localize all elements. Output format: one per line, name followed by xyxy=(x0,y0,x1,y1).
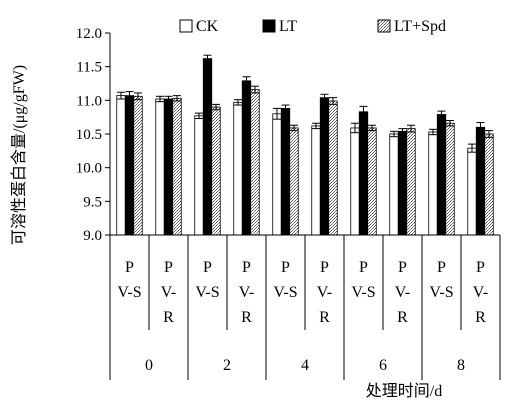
category-label: V- xyxy=(239,284,254,301)
category-label: R xyxy=(475,309,486,326)
bar-lt xyxy=(124,95,135,236)
category-label: P xyxy=(359,259,368,276)
category-label: R xyxy=(163,309,174,326)
y-axis-title: 可溶性蛋白含量/(μg/gFW) xyxy=(10,65,28,245)
bar-ltspd xyxy=(289,127,299,236)
category-label: V- xyxy=(161,284,176,301)
bar-ck xyxy=(272,113,282,236)
legend-label: LT xyxy=(279,18,297,35)
bar-ltspd xyxy=(484,133,494,236)
bar-ltspd xyxy=(406,128,416,236)
bar-ck xyxy=(194,115,204,236)
group-label: 2 xyxy=(223,357,231,374)
bar-lt xyxy=(475,126,486,236)
group-label: 0 xyxy=(145,357,153,374)
category-label: P xyxy=(476,259,485,276)
category-label: V-S xyxy=(429,284,453,301)
bar-lt xyxy=(280,108,291,236)
bar-ck xyxy=(233,101,243,236)
category-label: V-S xyxy=(273,284,297,301)
bars xyxy=(116,58,494,236)
bar-ltspd xyxy=(328,100,338,236)
category-label: P xyxy=(281,259,290,276)
legend: CK LT LT+Spd xyxy=(179,18,446,35)
y-axis: 9.0 9.5 10.0 10.5 11.0 11.5 12.0 xyxy=(76,26,111,244)
legend-label: LT+Spd xyxy=(394,18,446,35)
category-label: P xyxy=(203,259,212,276)
category-label: P xyxy=(320,259,329,276)
legend-swatch-lt xyxy=(262,19,276,33)
y-tick-label: 10.0 xyxy=(76,161,102,177)
category-label: V- xyxy=(317,284,332,301)
category-label: P xyxy=(437,259,446,276)
bar-lt xyxy=(358,111,369,236)
bar-ltspd xyxy=(367,127,377,236)
y-tick-label: 11.0 xyxy=(76,93,102,109)
bar-ltspd xyxy=(172,97,182,236)
category-label: V- xyxy=(395,284,410,301)
bar-ck xyxy=(467,147,477,236)
legend-swatch-ck xyxy=(179,19,193,33)
y-tick-label: 12.0 xyxy=(76,26,102,42)
x-axis: P V-S P V- R P V-S P V- R P V-S P V- R P V-S P V- R P V-S P V- R… xyxy=(109,234,501,380)
bar-lt xyxy=(202,58,213,236)
group-label: 8 xyxy=(457,357,465,374)
y-tick-label: 9.5 xyxy=(83,194,102,210)
bar-ck xyxy=(389,133,399,236)
category-label: R xyxy=(397,309,408,326)
category-label: V-S xyxy=(195,284,219,301)
legend-swatch-ltspd xyxy=(377,19,391,33)
bar-lt xyxy=(436,114,447,236)
bar-ck xyxy=(428,131,438,236)
bar-ltspd xyxy=(211,106,221,236)
category-label: P xyxy=(398,259,407,276)
category-label: P xyxy=(242,259,251,276)
category-label: R xyxy=(241,309,252,326)
legend-label: CK xyxy=(196,18,219,35)
group-label: 6 xyxy=(379,357,387,374)
category-label: R xyxy=(319,309,330,326)
bar-ck xyxy=(116,95,126,236)
bar-ck xyxy=(350,127,360,236)
bar-ltspd xyxy=(250,89,260,236)
category-label: V- xyxy=(473,284,488,301)
bar-ck xyxy=(155,98,165,236)
x-axis-title: 处理时间/d xyxy=(366,382,442,400)
y-tick-label: 9.0 xyxy=(83,228,102,244)
bar-lt xyxy=(319,97,330,236)
bar-lt xyxy=(397,130,408,236)
error-bars xyxy=(117,54,493,153)
category-label: P xyxy=(125,259,134,276)
y-tick-label: 11.5 xyxy=(76,60,102,76)
bar-ltspd xyxy=(133,95,143,236)
category-label: V-S xyxy=(351,284,375,301)
bar-ck xyxy=(311,125,321,236)
bar-lt xyxy=(163,98,174,236)
group-label: 4 xyxy=(301,357,309,374)
bar-lt xyxy=(241,80,252,236)
y-tick-label: 10.5 xyxy=(76,127,102,143)
category-label: V-S xyxy=(117,284,141,301)
category-label: P xyxy=(164,259,173,276)
bar-ltspd xyxy=(445,122,455,236)
